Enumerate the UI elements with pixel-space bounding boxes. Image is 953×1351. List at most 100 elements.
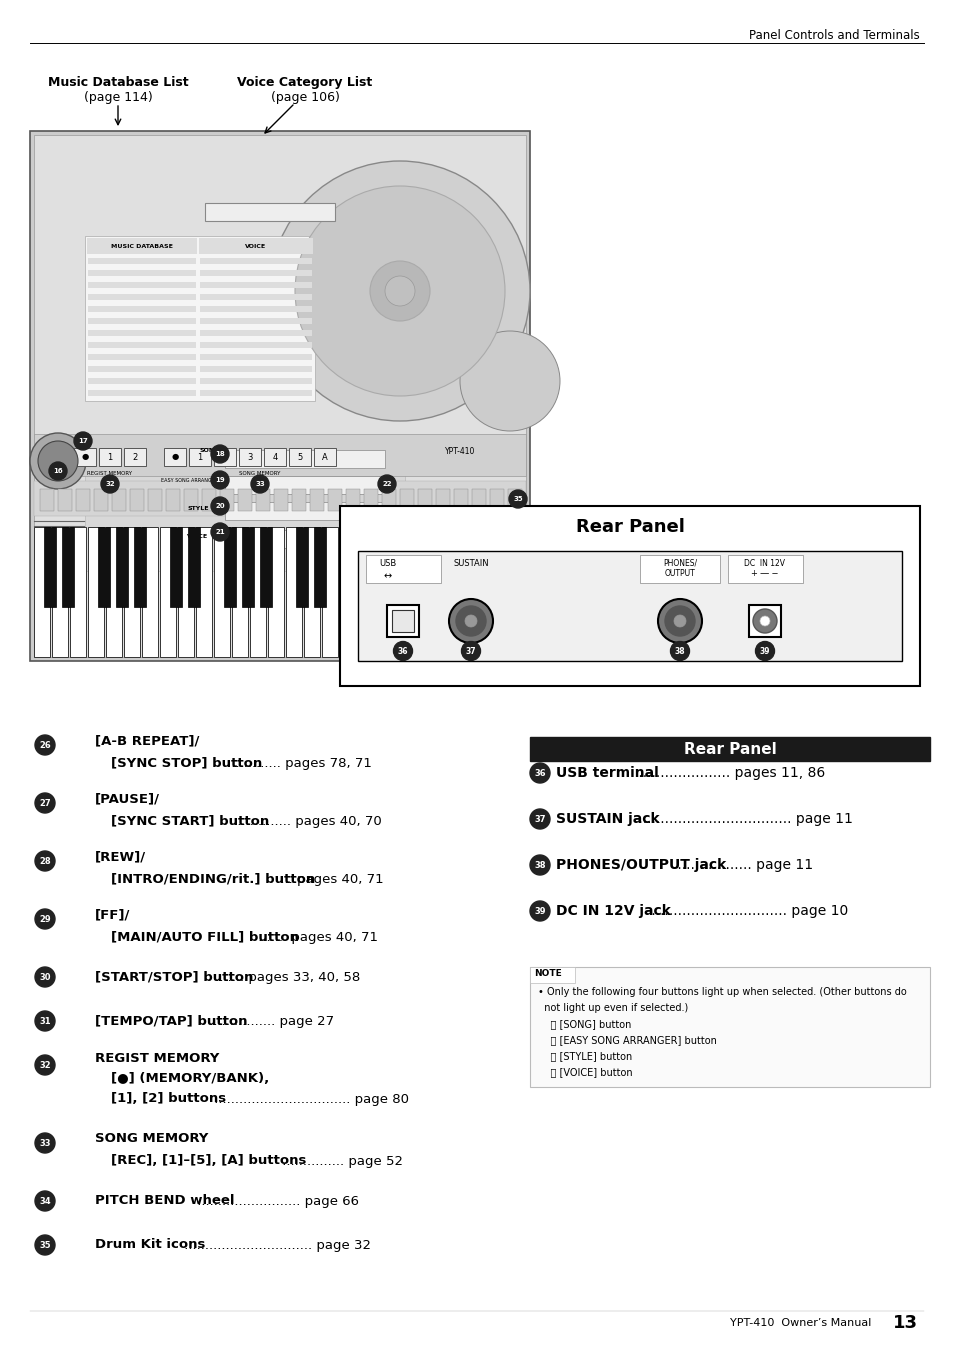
Circle shape	[211, 471, 229, 489]
Text: MUSIC DATABASE: MUSIC DATABASE	[111, 243, 172, 249]
Bar	[200, 317, 312, 324]
Text: ↔: ↔	[383, 571, 392, 581]
Text: [PAUSE]/: [PAUSE]/	[95, 793, 160, 805]
Text: + ― −: + ― −	[750, 569, 778, 578]
Bar	[339, 507, 919, 686]
Text: SONG MEMORY: SONG MEMORY	[239, 471, 280, 476]
Text: 30: 30	[39, 973, 51, 981]
Text: ●: ●	[81, 453, 89, 462]
Circle shape	[530, 763, 550, 784]
Text: [A-B REPEAT]/: [A-B REPEAT]/	[95, 735, 199, 747]
Circle shape	[35, 793, 55, 813]
Bar	[88, 305, 195, 312]
Bar	[264, 449, 286, 466]
Circle shape	[370, 261, 430, 322]
Bar	[88, 270, 195, 276]
Bar	[88, 295, 195, 300]
Bar	[268, 527, 284, 657]
Bar	[399, 489, 414, 511]
Text: 4: 4	[273, 453, 277, 462]
Bar	[225, 503, 385, 520]
Bar	[237, 489, 252, 511]
Text: PITCH BEND wheel: PITCH BEND wheel	[95, 1194, 234, 1208]
Bar	[472, 489, 485, 511]
Bar	[232, 527, 248, 657]
Bar	[115, 527, 128, 607]
Bar	[314, 527, 326, 607]
Bar	[164, 449, 186, 466]
Bar	[381, 489, 395, 511]
Bar	[501, 527, 518, 657]
Text: 2: 2	[222, 453, 228, 462]
Text: SUSTAIN jack: SUSTAIN jack	[556, 812, 659, 825]
Bar	[200, 378, 312, 384]
Circle shape	[459, 331, 559, 431]
Text: 31: 31	[39, 1016, 51, 1025]
Bar	[286, 527, 302, 657]
Bar	[465, 527, 482, 657]
Bar	[189, 449, 211, 466]
Bar	[40, 489, 54, 511]
Bar	[88, 342, 195, 349]
Text: [START/STOP] button: [START/STOP] button	[95, 970, 253, 984]
Text: SONG: SONG	[199, 449, 220, 453]
Bar	[200, 295, 312, 300]
Bar	[530, 738, 929, 761]
Text: 34: 34	[39, 1197, 51, 1205]
Text: 38: 38	[674, 647, 684, 655]
Text: [MAIN/AUTO FILL] button: [MAIN/AUTO FILL] button	[111, 931, 298, 943]
Circle shape	[49, 462, 67, 480]
Bar	[454, 489, 468, 511]
Bar	[200, 270, 312, 276]
Bar	[133, 527, 146, 607]
Bar	[76, 489, 90, 511]
Bar	[259, 527, 272, 607]
Circle shape	[35, 967, 55, 988]
Text: YPT-410: YPT-410	[444, 446, 475, 455]
Text: VOICE: VOICE	[245, 243, 266, 249]
Text: ....... pages 33, 40, 58: ....... pages 33, 40, 58	[211, 970, 360, 984]
Text: (page 114): (page 114)	[84, 91, 152, 104]
Text: ............................... page 32: ............................... page 32	[180, 1239, 371, 1251]
Bar	[295, 527, 308, 607]
Bar	[224, 527, 235, 607]
Circle shape	[35, 909, 55, 929]
Bar	[99, 449, 121, 466]
Bar	[88, 390, 195, 396]
Bar	[366, 555, 440, 584]
Text: [●] (MEMORY/BANK),: [●] (MEMORY/BANK),	[111, 1073, 269, 1085]
Bar	[448, 527, 464, 657]
Circle shape	[755, 642, 774, 661]
Bar	[88, 258, 195, 263]
Bar	[142, 527, 158, 657]
Circle shape	[377, 476, 395, 493]
Text: 18: 18	[214, 451, 225, 457]
Text: Voice Category List: Voice Category List	[237, 76, 373, 89]
Text: 36: 36	[397, 647, 408, 655]
Text: 33: 33	[254, 481, 265, 486]
Text: ......................... page 66: ......................... page 66	[193, 1194, 358, 1208]
Text: YPT-410  Owner’s Manual: YPT-410 Owner’s Manual	[729, 1319, 870, 1328]
Text: ............................... page 10: ............................... page 10	[646, 904, 847, 917]
Bar	[239, 449, 261, 466]
Circle shape	[211, 497, 229, 515]
Bar	[34, 135, 525, 657]
Text: PHONES/OUTPUT jack: PHONES/OUTPUT jack	[556, 858, 725, 871]
Text: Panel Controls and Terminals: Panel Controls and Terminals	[748, 28, 919, 42]
Text: 2: 2	[132, 453, 137, 462]
Bar	[88, 378, 195, 384]
Text: 19: 19	[214, 477, 225, 484]
Bar	[274, 489, 288, 511]
Circle shape	[294, 186, 504, 396]
Text: Music Database List: Music Database List	[48, 76, 188, 89]
Bar	[439, 527, 452, 607]
Bar	[386, 527, 397, 607]
Text: [SYNC START] button: [SYNC START] button	[111, 815, 269, 828]
Text: USB terminal: USB terminal	[556, 766, 659, 780]
Bar	[170, 527, 182, 607]
Text: 21: 21	[215, 530, 225, 535]
Text: [FF]/: [FF]/	[95, 908, 131, 921]
Text: [SYNC STOP] button: [SYNC STOP] button	[111, 757, 262, 770]
Bar	[94, 489, 108, 511]
Text: ................................. page 80: ................................. page 8…	[210, 1093, 409, 1105]
